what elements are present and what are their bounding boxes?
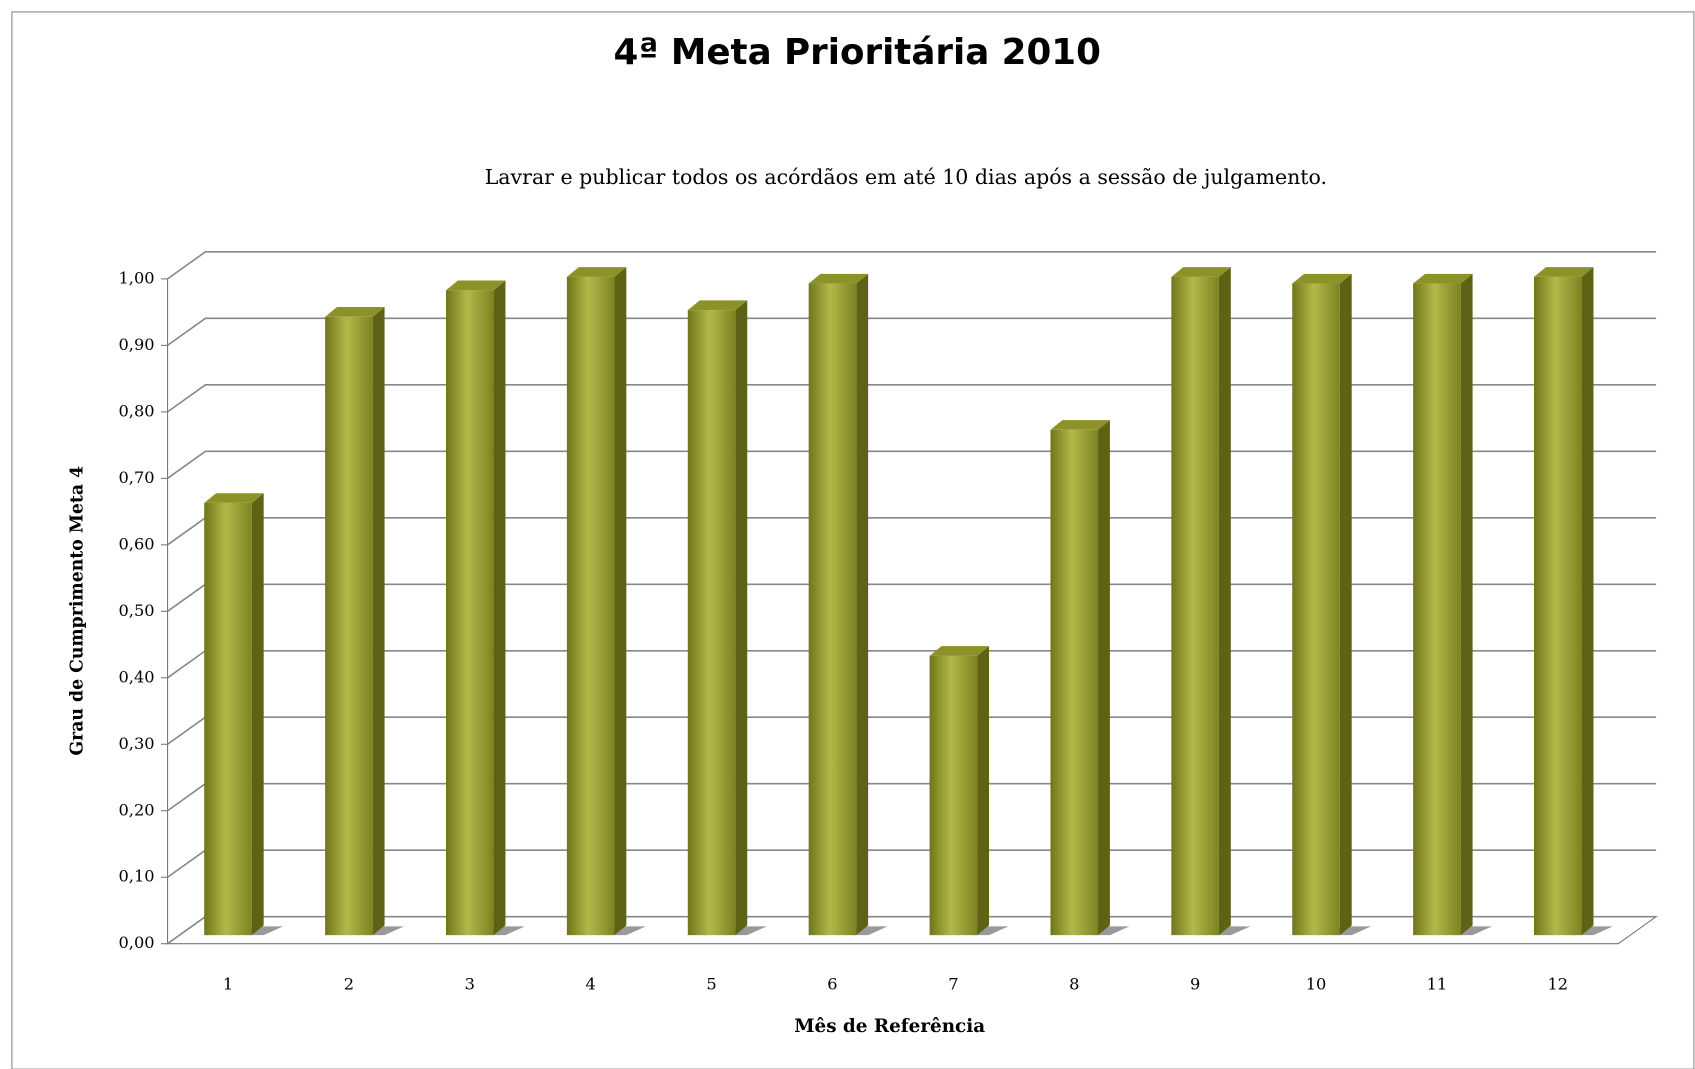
- bar: [1534, 276, 1582, 936]
- y-tick-label: 1,00: [119, 268, 155, 287]
- bar-top: [446, 280, 506, 291]
- bar-side: [493, 280, 506, 936]
- chart-title: 4ª Meta Prioritária 2010: [614, 32, 1101, 73]
- bar: [1171, 276, 1219, 936]
- bar: [1050, 429, 1099, 936]
- bar-top: [566, 267, 627, 277]
- bar-side: [1098, 420, 1110, 936]
- grid-line: [167, 251, 1657, 280]
- chart-area: 4ª Meta Prioritária 2010 Lavrar e public…: [11, 11, 1695, 1069]
- y-tick-label: 0,30: [119, 734, 155, 753]
- bar: [1292, 283, 1340, 936]
- bar-side: [1339, 273, 1352, 936]
- bar-top: [1413, 273, 1473, 284]
- bar-top: [325, 307, 385, 317]
- x-tick-label: 3: [465, 974, 475, 993]
- x-tick-label: 9: [1190, 974, 1200, 993]
- bar-side: [614, 267, 627, 936]
- y-tick-label: 0,00: [119, 933, 155, 952]
- bar-side: [372, 307, 385, 936]
- bar-top: [204, 493, 264, 503]
- bar-top: [929, 646, 990, 656]
- bar: [687, 310, 736, 936]
- x-tick-label: 11: [1427, 974, 1448, 993]
- bar-top: [1050, 420, 1110, 430]
- bar-side: [977, 646, 990, 936]
- bar-side: [1460, 273, 1473, 936]
- x-tick-label: 7: [948, 974, 958, 993]
- x-tick-label: 10: [1306, 974, 1327, 993]
- y-tick-label: 0,90: [119, 335, 155, 354]
- bar: [204, 502, 252, 936]
- bar: [929, 655, 978, 936]
- bar-side: [251, 493, 264, 936]
- bar-top: [1171, 267, 1231, 277]
- bar: [566, 276, 615, 936]
- bar-side: [1581, 267, 1594, 936]
- x-tick-label: 2: [344, 974, 354, 993]
- bar: [1413, 283, 1461, 936]
- y-tick-label: 0,40: [119, 667, 155, 686]
- bar-side: [735, 300, 748, 936]
- x-tick-label: 12: [1547, 974, 1568, 993]
- y-tick-label: 0,50: [119, 601, 155, 620]
- bar-top: [687, 300, 748, 311]
- x-tick-label: 1: [223, 974, 233, 993]
- bar-side: [856, 273, 869, 936]
- y-tick-label: 0,60: [119, 534, 155, 553]
- bar-side: [1218, 267, 1231, 936]
- x-tick-label: 4: [586, 974, 596, 993]
- bar-top: [1292, 273, 1352, 284]
- y-axis-title: Grau de Cumprimento Meta 4: [67, 466, 87, 756]
- chart-subtitle: Lavrar e publicar todos os acórdãos em a…: [485, 165, 1327, 189]
- bar: [446, 290, 494, 936]
- bar-top: [1534, 267, 1594, 277]
- bar-top: [808, 273, 869, 284]
- bar: [808, 283, 857, 936]
- y-tick-label: 0,70: [119, 468, 155, 487]
- y-tick-label: 0,20: [119, 800, 155, 819]
- x-tick-label: 6: [827, 974, 837, 993]
- x-tick-label: 8: [1069, 974, 1079, 993]
- y-tick-label: 0,80: [119, 401, 155, 420]
- x-tick-label: 5: [706, 974, 716, 993]
- x-axis-title: Mês de Referência: [794, 1016, 985, 1037]
- bar: [325, 316, 373, 936]
- y-tick-label: 0,10: [119, 867, 155, 886]
